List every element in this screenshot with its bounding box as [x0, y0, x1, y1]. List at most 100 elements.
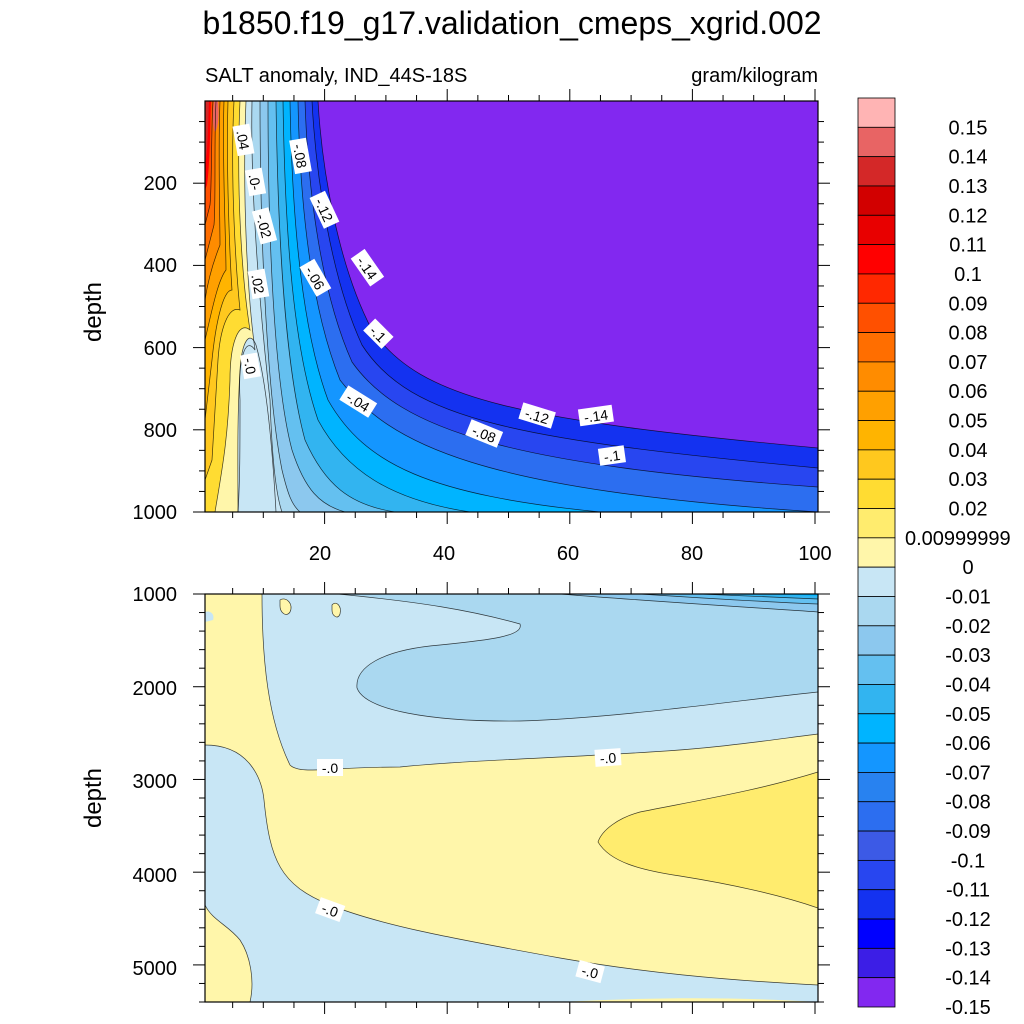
- colorbar-label: -0.12: [945, 909, 991, 931]
- top-y-tick-label: 1000: [133, 502, 178, 524]
- contour-label-text: -.0: [320, 900, 341, 921]
- bottom-fill-islet-2: [332, 603, 341, 617]
- colorbar-label: 0.02: [949, 499, 988, 521]
- bottom-y-axis-label: depth: [80, 768, 107, 828]
- contour-label: -.1: [597, 445, 626, 466]
- x-tick-label: 100: [798, 543, 831, 565]
- colorbar-label: -0.02: [945, 616, 991, 638]
- colorbar-label: 0.14: [949, 147, 988, 169]
- colorbar-swatch: [857, 537, 896, 568]
- x-tick-label: 60: [557, 543, 579, 565]
- x-tick-label: 80: [681, 543, 703, 565]
- colorbar-label: 0.00999999: [905, 528, 1011, 550]
- colorbar-swatch: [857, 654, 896, 685]
- contour-label-text: .0-: [246, 173, 265, 192]
- contour-label-text: -.0: [322, 760, 339, 776]
- contour-label: -.0: [315, 897, 346, 922]
- contour-label-text: -.02: [253, 212, 275, 240]
- bottom-contour-labels: -.0 -.0 -.0 -.0: [315, 748, 622, 984]
- colorbar: 0.15 0.14 0.13 0.12 0.11 0.1 0.09 0.08 0.07 0.06 0…: [857, 97, 1011, 1019]
- colorbar-swatch: [857, 684, 896, 715]
- colorbar-label: -0.03: [945, 645, 991, 667]
- colorbar-swatch: [857, 918, 896, 949]
- colorbar-label: -0.07: [945, 762, 991, 784]
- contour-label: -.0: [317, 759, 343, 776]
- top-y-tick-label: 800: [144, 420, 177, 442]
- colorbar-swatch: [857, 508, 896, 539]
- bottom-y-tick-label: 3000: [133, 771, 178, 793]
- colorbar-swatch: [857, 302, 896, 333]
- colorbar-swatch: [857, 713, 896, 744]
- colorbar-label: -0.11: [946, 880, 990, 902]
- contour-label: .0-: [244, 167, 267, 197]
- colorbar-label: 0.12: [949, 205, 988, 227]
- colorbar-swatch: [857, 97, 896, 128]
- contour-label-text: -.0: [599, 749, 617, 766]
- colorbar-swatch: [857, 126, 896, 158]
- colorbar-label: -0.14: [945, 968, 991, 990]
- bottom-y-tick-label: 2000: [133, 678, 178, 700]
- colorbar-swatch: [857, 478, 896, 509]
- colorbar-swatch: [857, 889, 896, 920]
- contour-label: -.14: [577, 404, 614, 427]
- contour-label-text: .04: [233, 129, 252, 151]
- contour-label-text: -.12: [523, 405, 551, 427]
- top-fill-inner-zero-lobe: [237, 338, 276, 512]
- bottom-y-tick-labels: 1000 2000 3000 4000 5000: [133, 584, 178, 980]
- colorbar-swatch: [857, 390, 896, 421]
- colorbar-label: 0.07: [949, 352, 988, 374]
- top-y-tick-label: 400: [144, 255, 177, 277]
- chart-subtitle-left: SALT anomaly, IND_44S-18S: [205, 65, 467, 87]
- top-fill-p012: [205, 101, 209, 165]
- colorbar-label: 0.03: [949, 469, 988, 491]
- top-y-tick-label: 200: [144, 173, 177, 195]
- chart-subtitle-right: gram/kilogram: [691, 65, 818, 87]
- contour-label-text: -.0: [580, 962, 600, 982]
- colorbar-label: 0: [962, 557, 973, 579]
- colorbar-swatch: [857, 625, 896, 656]
- colorbar-swatch: [857, 420, 896, 451]
- colorbar-swatch: [857, 566, 896, 597]
- colorbar-label: -0.1: [951, 850, 985, 872]
- colorbar-swatch: [857, 214, 896, 246]
- contour-label: -.0: [575, 959, 605, 984]
- colorbar-label: -0.01: [945, 586, 991, 608]
- contour-label-text: -.0: [241, 357, 260, 376]
- colorbar-label: 0.1: [954, 264, 982, 286]
- colorbar-label: -0.05: [945, 704, 991, 726]
- colorbar-swatch: [857, 273, 896, 304]
- colorbar-swatch: [857, 244, 896, 275]
- bottom-fill-p001: [598, 772, 818, 908]
- colorbar-swatch: [857, 156, 896, 187]
- contour-label: -.12: [518, 402, 556, 429]
- colorbar-label: 0.11: [949, 235, 986, 257]
- colorbar-swatch: [857, 742, 896, 773]
- bottom-y-tick-label: 1000: [133, 584, 178, 606]
- contour-label: -.0: [594, 748, 622, 767]
- contour-label: -.0: [240, 352, 261, 380]
- colorbar-swatch: [857, 596, 896, 627]
- bottom-fill-islet-1: [280, 598, 292, 615]
- colorbar-label: -0.15: [945, 997, 991, 1019]
- colorbar-label: 0.08: [949, 323, 988, 345]
- contour-label: .04: [232, 123, 255, 157]
- colorbar-label: 0.05: [949, 411, 988, 433]
- top-y-axis-label: depth: [80, 282, 107, 342]
- x-tick-label: 20: [309, 543, 331, 565]
- contour-label: .02: [247, 268, 270, 300]
- bottom-panel-plot: -.0 -.0 -.0 -.0: [204, 593, 819, 1003]
- colorbar-label: 0.15: [949, 117, 988, 139]
- top-y-tick-label: 600: [144, 338, 177, 360]
- bottom-y-tick-label: 5000: [133, 958, 178, 980]
- bottom-y-tick-label: 4000: [133, 865, 178, 887]
- contour-label-text: -.1: [603, 447, 622, 465]
- colorbar-swatch: [857, 830, 896, 861]
- top-y-tick-labels: 200 400 600 800 1000: [133, 173, 178, 524]
- colorbar-swatch: [857, 449, 896, 480]
- colorbar-label: 0.09: [949, 293, 988, 315]
- colorbar-label: -0.13: [945, 938, 991, 960]
- colorbar-label: 0.06: [949, 381, 988, 403]
- contour-label-text: -.14: [583, 406, 609, 425]
- colorbar-label: -0.09: [945, 821, 991, 843]
